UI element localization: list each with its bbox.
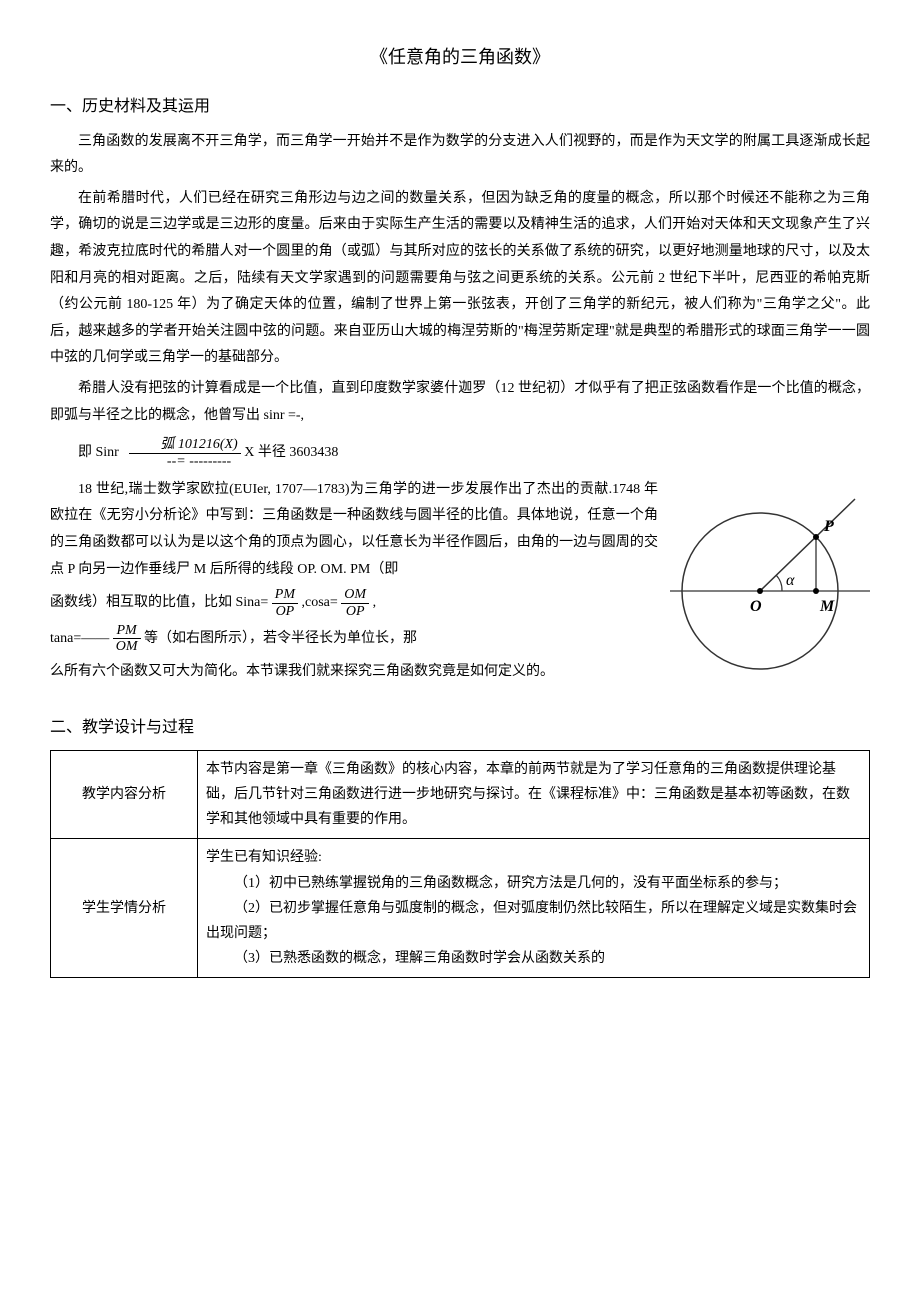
formula1-num: 弧 101216(X) (129, 437, 240, 453)
label-o: O (750, 598, 762, 615)
point-o (757, 588, 763, 594)
frac-sina-num: PM (272, 587, 298, 603)
frac-cosa-den: OP (341, 604, 369, 619)
ray-op (760, 499, 855, 591)
table-row: 教学内容分析 本节内容是第一章《三角函数》的核心内容，本章的前两节就是为了学习任… (51, 750, 870, 839)
label-alpha: α (786, 572, 795, 589)
section2-heading: 二、教学设计与过程 (50, 713, 870, 743)
p4b-prefix: 函数线）相互取的比值，比如 Sina= (50, 595, 268, 610)
formula1-prefix: 即 Sinr (78, 445, 119, 460)
row1-label: 教学内容分析 (51, 750, 198, 839)
label-p: P (823, 518, 834, 535)
section1-heading: 一、历史材料及其运用 (50, 92, 870, 122)
p4c-suffix: 等（如右图所示），若令半径长为单位长，那 (144, 631, 417, 646)
circle-diagram: O M P α (670, 481, 870, 702)
row2-line2: （1）初中已熟练掌握锐角的三角函数概念，研究方法是几何的，没有平面坐标系的参与； (206, 871, 861, 896)
para-2: 在前希腊时代，人们已经在研究三角形边与边之间的数量关系，但因为缺乏角的度量的概念… (50, 186, 870, 372)
frac-tana-num: PM (113, 623, 141, 639)
frac-tana-den: OM (113, 639, 141, 654)
formula1-den: --= --------- (129, 454, 240, 469)
row2-line3: （2）已初步掌握任意角与弧度制的概念，但对弧度制仍然比较陌生，所以在理解定义域是… (206, 896, 861, 946)
frac-cosa-num: OM (341, 587, 369, 603)
teaching-table: 教学内容分析 本节内容是第一章《三角函数》的核心内容，本章的前两节就是为了学习任… (50, 750, 870, 979)
row2-line4: （3）已熟悉函数的概念，理解三角函数时学会从函数关系的 (206, 946, 861, 971)
frac-cosa: OM OP (341, 587, 369, 619)
formula1-frac: 弧 101216(X) --= --------- (129, 437, 240, 469)
diagram-svg: O M P α (670, 481, 870, 691)
point-p (813, 534, 819, 540)
formula-1: 即 Sinr 弧 101216(X) --= --------- X 半径 36… (50, 437, 870, 469)
formula1-suffix: X 半径 3603438 (244, 445, 338, 460)
frac-sina: PM OP (272, 587, 298, 619)
frac-sina-den: OP (272, 604, 298, 619)
row2-line1: 学生已有知识经验: (206, 845, 861, 870)
point-m (813, 588, 819, 594)
angle-arc (776, 575, 782, 591)
table-row: 学生学情分析 学生已有知识经验: （1）初中已熟练掌握锐角的三角函数概念，研究方… (51, 839, 870, 978)
diagram-section: O M P α 18 世纪,瑞士数学家欧拉(EUIer, 1707—1783)为… (50, 477, 870, 708)
frac-tana: PM OM (113, 623, 141, 655)
p4c-prefix: tana=—— (50, 631, 109, 646)
row1-content: 本节内容是第一章《三角函数》的核心内容，本章的前两节就是为了学习任意角的三角函数… (198, 750, 870, 839)
row2-label: 学生学情分析 (51, 839, 198, 978)
page-title: 《任意角的三角函数》 (50, 40, 870, 74)
para-1: 三角函数的发展离不开三角学，而三角学一开始并不是作为数学的分支进入人们视野的，而… (50, 129, 870, 182)
p4b-end: , (373, 595, 377, 610)
label-m: M (819, 598, 835, 615)
para-3: 希腊人没有把弦的计算看成是一个比值，直到印度数学家婆什迦罗（12 世纪初）才似乎… (50, 376, 870, 429)
p4b-mid: ,cosa= (302, 595, 338, 610)
row2-content: 学生已有知识经验: （1）初中已熟练掌握锐角的三角函数概念，研究方法是几何的，没… (198, 839, 870, 978)
